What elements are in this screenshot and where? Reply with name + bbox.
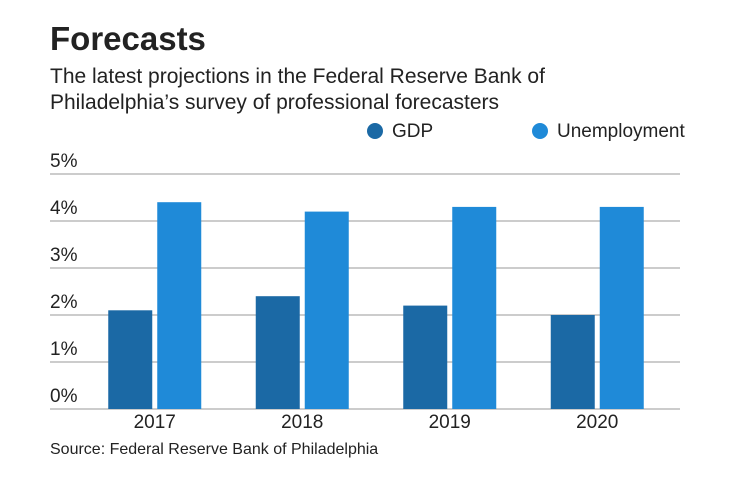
- bar: [403, 305, 448, 409]
- bar: [157, 202, 202, 409]
- bar: [452, 206, 497, 409]
- source-note: Source: Federal Reserve Bank of Philadel…: [50, 441, 379, 458]
- bar: [108, 310, 153, 409]
- y-tick-label: 1%: [50, 339, 78, 360]
- x-tick-label: 2018: [281, 412, 323, 433]
- y-tick-label: 5%: [50, 151, 78, 172]
- bar: [599, 206, 644, 409]
- legend-swatch: [532, 123, 548, 139]
- y-tick-label: 3%: [50, 245, 78, 266]
- y-tick-label: 4%: [50, 198, 78, 219]
- y-tick-label: 2%: [50, 292, 78, 313]
- bar: [255, 296, 300, 409]
- x-tick-label: 2020: [576, 412, 618, 433]
- bar: [550, 315, 595, 409]
- chart-subtitle: The latest projections in the Federal Re…: [50, 65, 545, 114]
- legend-label: Unemployment: [557, 121, 685, 142]
- x-tick-label: 2019: [429, 412, 471, 433]
- chart-title: Forecasts: [50, 20, 206, 57]
- legend-label: GDP: [392, 121, 433, 142]
- x-tick-label: 2017: [134, 412, 176, 433]
- chart: GDP Unemployment 0% 1% 2% 3% 4% 5% 2017 2018 2019 2…: [50, 121, 685, 433]
- legend-swatch: [367, 123, 383, 139]
- bar: [304, 211, 349, 409]
- y-tick-label: 0%: [50, 386, 78, 407]
